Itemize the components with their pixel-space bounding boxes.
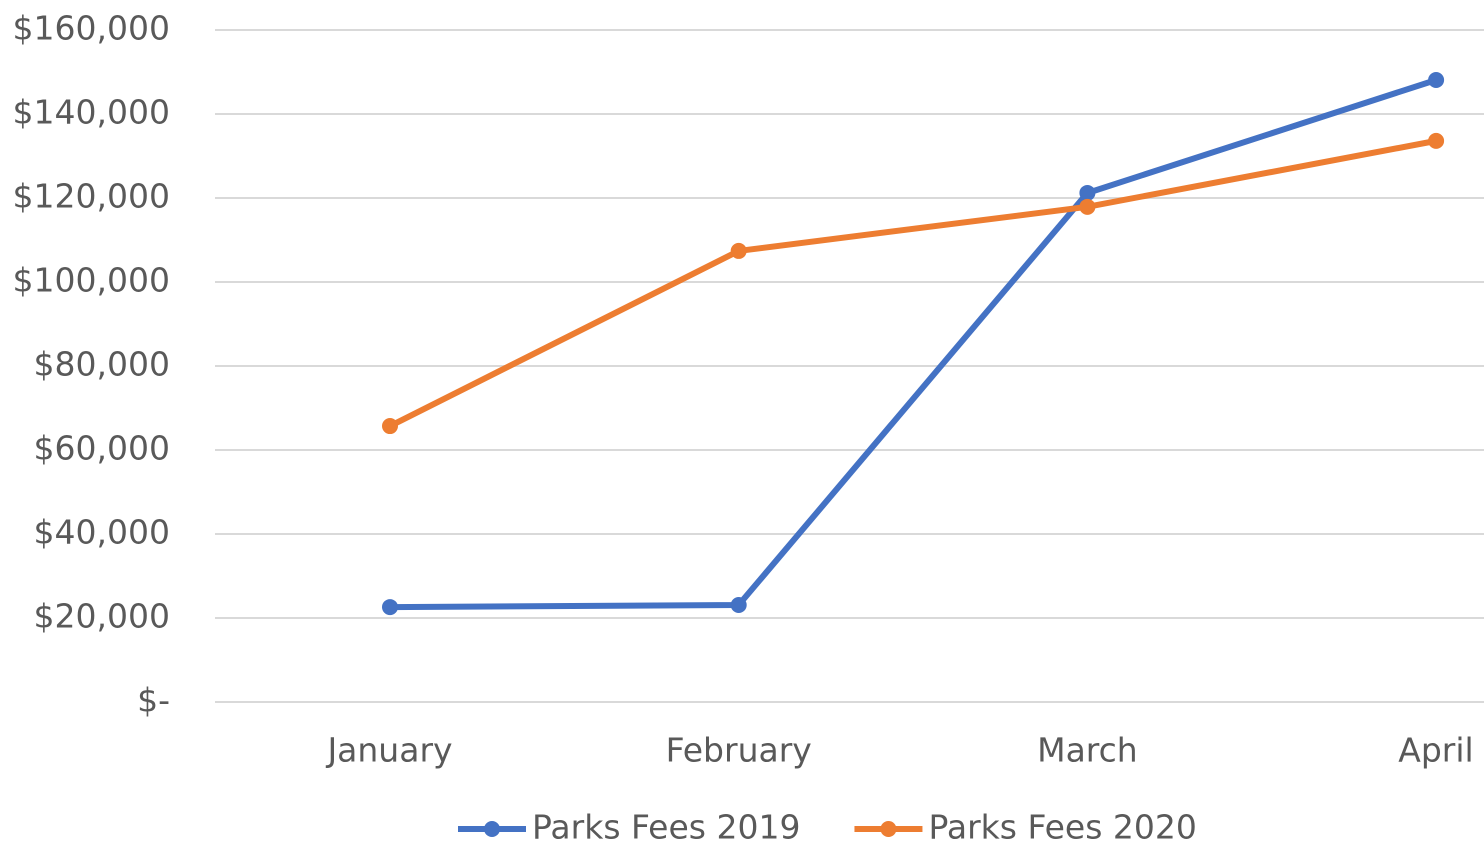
legend-label: Parks Fees 2020 (928, 808, 1196, 847)
data-point (382, 599, 398, 616)
x-tick-label: March (1037, 731, 1138, 770)
legend-marker (484, 821, 500, 837)
y-tick-label: $100,000 (13, 261, 170, 300)
data-point (1079, 198, 1096, 215)
data-point (730, 596, 747, 613)
x-tick-label: April (1398, 731, 1473, 770)
x-tick-label: January (325, 731, 452, 770)
data-point (1428, 71, 1445, 88)
y-tick-label: $- (137, 681, 170, 720)
data-point (730, 242, 747, 259)
data-point (382, 418, 398, 435)
series-line (389, 77, 1438, 611)
y-tick-label: $140,000 (13, 93, 170, 132)
y-tick-label: $80,000 (34, 345, 170, 384)
x-tick-label: February (666, 731, 812, 770)
series-line (388, 137, 1437, 429)
legend-marker (880, 821, 897, 837)
y-tick-label: $40,000 (34, 513, 170, 552)
y-tick-label: $60,000 (34, 429, 170, 468)
y-tick-label: $120,000 (13, 177, 170, 216)
y-tick-label: $20,000 (34, 597, 170, 636)
y-tick-label: $160,000 (13, 9, 170, 48)
data-point (1079, 184, 1096, 201)
data-point (1428, 132, 1445, 149)
legend-label: Parks Fees 2019 (532, 808, 800, 847)
